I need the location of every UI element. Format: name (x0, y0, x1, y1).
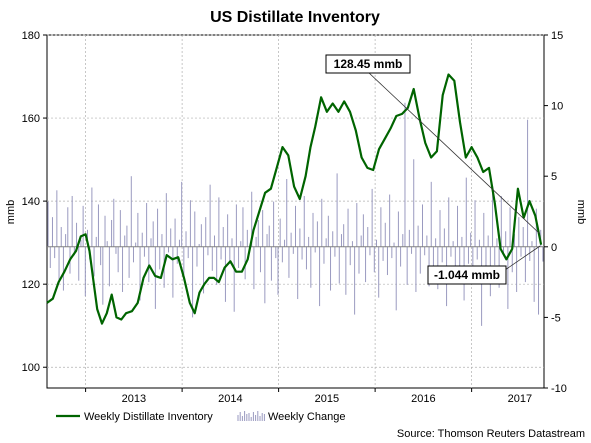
right-tick-label: 5 (551, 171, 557, 183)
left-axis-ticks: 100 120 140 160 180 (22, 30, 47, 374)
right-tick-label: 10 (551, 101, 563, 113)
annotation-change-text: -1.044 mmb (434, 268, 500, 282)
x-tick-label: 2013 (122, 393, 146, 405)
legend-swatch-change (237, 411, 265, 421)
annotation-inventory: 128.45 mmb (325, 54, 541, 235)
annotation-change-box (427, 265, 507, 285)
annotation-change-leader (504, 245, 541, 271)
x-tick-label: 2015 (315, 393, 339, 405)
legend-label-change: Weekly Change (268, 411, 345, 423)
left-axis-label: mmb (5, 200, 17, 224)
left-tick-label: 160 (22, 113, 40, 125)
left-tick-label: 120 (22, 279, 40, 291)
plot-area (46, 34, 545, 389)
annotation-change: -1.044 mmb (427, 245, 541, 285)
x-tick-label: 2016 (411, 393, 435, 405)
right-axis-ticks: -10 -5 0 5 10 15 (544, 30, 567, 395)
weekly-distillate-inventory-line (46, 73, 543, 325)
x-axis-ticks: 2013 2014 2015 2016 2017 (85, 388, 532, 405)
left-tick-label: 100 (22, 362, 40, 374)
right-axis-label: mmb (575, 200, 587, 224)
legend-label-inventory: Weekly Distillate Inventory (84, 411, 213, 423)
left-tick-label: 180 (22, 30, 40, 42)
right-tick-label: -10 (551, 383, 567, 395)
x-tick-label: 2017 (508, 393, 532, 405)
right-tick-label: -5 (551, 312, 561, 324)
right-tick-label: 0 (551, 242, 557, 254)
annotation-inventory-box (325, 54, 411, 74)
chart-title: US Distillate Inventory (210, 9, 380, 26)
weekly-change-bars (47, 102, 544, 326)
annotation-inventory-text: 128.45 mmb (334, 57, 403, 71)
source-note: Source: Thomson Reuters Datastream (397, 428, 585, 440)
legend: Weekly Distillate Inventory Weekly Chang… (56, 411, 345, 423)
left-tick-label: 140 (22, 196, 40, 208)
x-tick-label: 2014 (218, 393, 242, 405)
right-tick-label: 15 (551, 30, 563, 42)
annotation-inventory-leader (367, 71, 541, 235)
